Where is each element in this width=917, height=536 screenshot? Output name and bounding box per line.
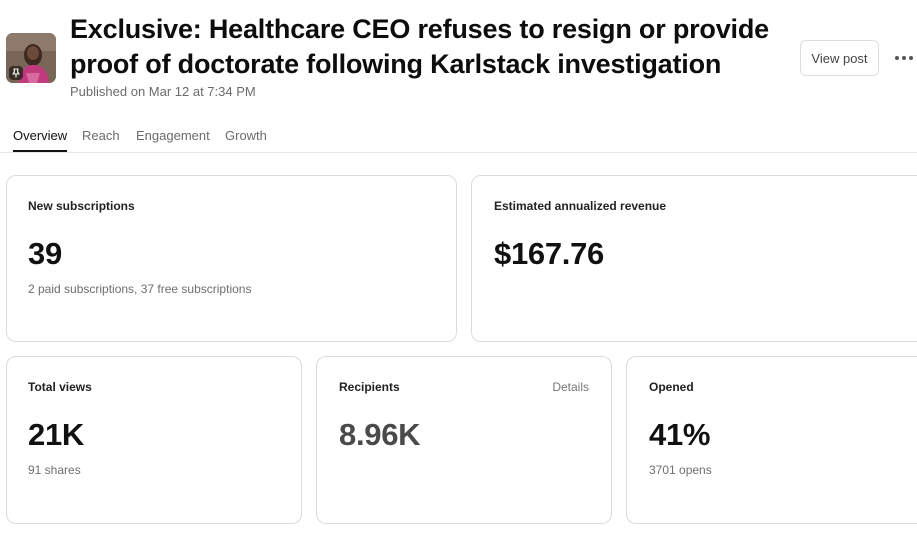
tab-growth[interactable]: Growth [225,128,267,143]
recipients-card: Recipients Details 8.96K [316,356,612,524]
card-value: 39 [28,236,62,271]
total-views-card: Total views 21K 91 shares [6,356,302,524]
view-post-button[interactable]: View post [800,40,879,76]
post-thumbnail[interactable] [6,33,56,83]
post-title: Exclusive: Healthcare CEO refuses to res… [70,14,769,79]
tab-reach[interactable]: Reach [82,128,120,143]
card-subtext: 91 shares [28,463,81,477]
tab-engagement[interactable]: Engagement [136,128,210,143]
card-subtext: 3701 opens [649,463,712,477]
annualized-revenue-card: Estimated annualized revenue $167.76 [471,175,917,342]
card-value: $167.76 [494,236,604,271]
pin-icon [9,66,23,80]
more-horizontal-icon [894,56,913,60]
card-value: 21K [28,417,84,452]
more-options-button[interactable] [890,44,917,72]
new-subscriptions-card: New subscriptions 39 2 paid subscription… [6,175,457,342]
tab-bar: Overview Reach Engagement Growth [0,122,917,153]
card-value: 41% [649,417,711,452]
opened-card: Opened 41% 3701 opens [626,356,917,524]
published-date: Published on Mar 12 at 7:34 PM [70,84,256,99]
card-value: 8.96K [339,417,421,452]
card-label: Estimated annualized revenue [494,199,667,213]
card-label: New subscriptions [28,199,135,213]
details-link[interactable]: Details [552,380,589,394]
card-label: Opened [649,380,694,394]
card-label: Total views [28,380,92,394]
tab-overview[interactable]: Overview [13,128,68,152]
card-label: Recipients [339,380,400,394]
card-subtext: 2 paid subscriptions, 37 free subscripti… [28,282,252,296]
